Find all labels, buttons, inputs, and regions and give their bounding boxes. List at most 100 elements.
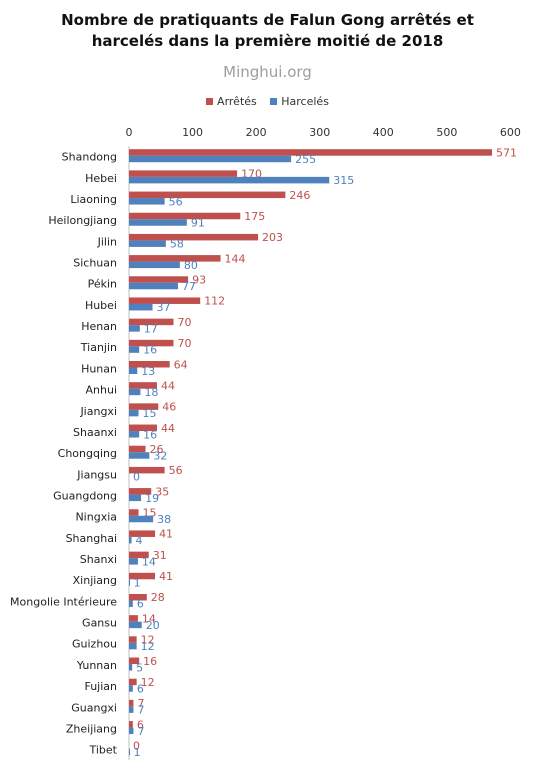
category-label-yunnan: Yunnan [76, 659, 117, 672]
bar-arretes-shandong [129, 149, 492, 156]
data-label-arretes-zheijiang: 6 [137, 718, 144, 731]
bar-arretes-xinjiang [129, 572, 156, 580]
category-label-heilongjiang: Heilongjiang [48, 214, 117, 227]
data-label-arretes-shanxi: 31 [153, 549, 167, 562]
category-label-hubei: Hubei [85, 299, 117, 312]
bar-arretes-shanghai [129, 530, 156, 537]
bar-harceles-anhui [129, 388, 141, 396]
x-tick-label: 600 [500, 126, 521, 139]
category-label-henan: Henan [81, 320, 117, 333]
bar-harceles-yunnan [129, 664, 133, 671]
category-label-tianjin: Tianjin [80, 341, 117, 354]
category-label-jiangsu: Jiangsu [76, 468, 117, 481]
chart-title: Nombre de pratiquants de Falun Gong arrê… [0, 10, 535, 52]
legend-label-harceles: Harcelés [281, 95, 329, 108]
data-label-harceles-guangdong: 19 [145, 492, 159, 505]
data-label-harceles-heilongjiang: 91 [191, 216, 205, 229]
data-label-harceles-liaoning: 56 [169, 195, 183, 208]
data-label-arretes-jiangxi: 46 [162, 401, 176, 414]
category-label-guangdong: Guangdong [53, 489, 117, 502]
data-label-arretes-guizhou: 12 [141, 634, 155, 647]
bar-arretes-jiangxi [129, 403, 159, 410]
data-label-harceles-chongqing: 32 [153, 449, 167, 462]
bar-arretes-tianjin [129, 339, 174, 347]
category-label-jilin: Jilin [97, 235, 117, 248]
data-label-harceles-guizhou: 12 [141, 640, 155, 653]
bar-harceles-chongqing [129, 452, 150, 459]
bar-harceles-shandong [129, 155, 292, 163]
bar-harceles-mongolie-interieure [129, 600, 133, 607]
data-label-harceles-hubei: 37 [157, 301, 171, 314]
x-tick-label: 0 [126, 126, 133, 139]
bar-arretes-hunan [129, 361, 170, 368]
category-label-shanghai: Shanghai [66, 532, 117, 545]
legend-swatch-harceles [270, 98, 278, 105]
data-label-arretes-gansu: 14 [142, 612, 156, 625]
data-label-arretes-heilongjiang: 175 [244, 210, 265, 223]
chart-title-line-1: Nombre de pratiquants de Falun Gong arrê… [61, 11, 474, 29]
category-label-jiangxi: Jiangxi [79, 405, 117, 418]
bar-arretes-hebei [129, 170, 238, 177]
category-label-pekin: Pékin [88, 278, 117, 291]
category-label-shaanxi: Shaanxi [73, 426, 117, 439]
data-label-arretes-shandong: 571 [496, 146, 517, 159]
bar-harceles-jiangxi [129, 409, 139, 417]
data-label-harceles-shanxi: 14 [142, 555, 156, 568]
bar-arretes-yunnan [129, 657, 140, 665]
bar-arretes-jilin [129, 233, 259, 241]
data-label-arretes-shaanxi: 44 [161, 422, 175, 435]
data-label-arretes-shanghai: 41 [159, 528, 173, 541]
category-label-chongqing: Chongqing [58, 447, 117, 460]
bar-harceles-liaoning [129, 198, 165, 205]
bar-harceles-tibet [129, 748, 130, 756]
bar-harceles-pekin [129, 282, 178, 290]
data-label-arretes-guangdong: 35 [155, 485, 169, 498]
data-label-arretes-anhui: 44 [161, 379, 175, 392]
category-label-shanxi: Shanxi [80, 553, 117, 566]
data-label-arretes-liaoning: 246 [289, 189, 310, 202]
data-label-arretes-tibet: 0 [133, 739, 140, 752]
data-label-harceles-tianjin: 16 [143, 344, 157, 357]
data-label-harceles-gansu: 20 [146, 619, 160, 632]
category-label-guangxi: Guangxi [71, 701, 117, 714]
category-label-shandong: Shandong [62, 151, 117, 164]
data-label-harceles-jiangsu: 0 [133, 471, 140, 484]
bar-arretes-hubei [129, 297, 201, 304]
category-label-gansu: Gansu [82, 617, 117, 630]
bar-arretes-guizhou [129, 636, 137, 643]
x-tick-label: 500 [436, 126, 457, 139]
category-label-xinjiang: Xinjiang [73, 574, 117, 587]
data-label-harceles-sichuan: 80 [184, 259, 198, 272]
source-watermark: Minghui.org [223, 63, 312, 81]
data-label-harceles-tibet: 1 [134, 746, 141, 759]
data-label-arretes-pekin: 93 [192, 274, 206, 287]
data-label-harceles-pekin: 77 [182, 280, 196, 293]
bar-arretes-ningxia [129, 509, 139, 516]
bar-arretes-pekin [129, 276, 189, 283]
bar-harceles-zheijiang [129, 727, 134, 735]
bar-arretes-heilongjiang [129, 212, 241, 220]
bar-arretes-anhui [129, 382, 157, 389]
bar-harceles-gansu [129, 621, 142, 629]
bar-harceles-guangxi [129, 706, 134, 713]
bar-arretes-guangxi [129, 699, 134, 707]
bar-arretes-shaanxi [129, 424, 157, 432]
data-label-harceles-jiangxi: 15 [143, 407, 157, 420]
bar-arretes-henan [129, 318, 174, 326]
category-label-tibet: Tibet [89, 744, 118, 757]
bar-arretes-zheijiang [129, 721, 133, 728]
bar-harceles-hunan [129, 367, 138, 374]
category-label-sichuan: Sichuan [73, 256, 117, 269]
data-label-arretes-xinjiang: 41 [159, 570, 173, 583]
bar-arretes-chongqing [129, 445, 146, 453]
bar-arretes-shanxi [129, 551, 149, 559]
data-label-arretes-henan: 70 [178, 316, 192, 329]
data-label-arretes-fujian: 12 [141, 676, 155, 689]
data-label-arretes-guangxi: 7 [137, 697, 144, 710]
data-label-harceles-zheijiang: 7 [137, 725, 144, 738]
data-label-harceles-fujian: 6 [137, 682, 144, 695]
category-label-liaoning: Liaoning [70, 193, 117, 206]
bar-harceles-henan [129, 325, 140, 332]
bar-harceles-hebei [129, 176, 330, 184]
